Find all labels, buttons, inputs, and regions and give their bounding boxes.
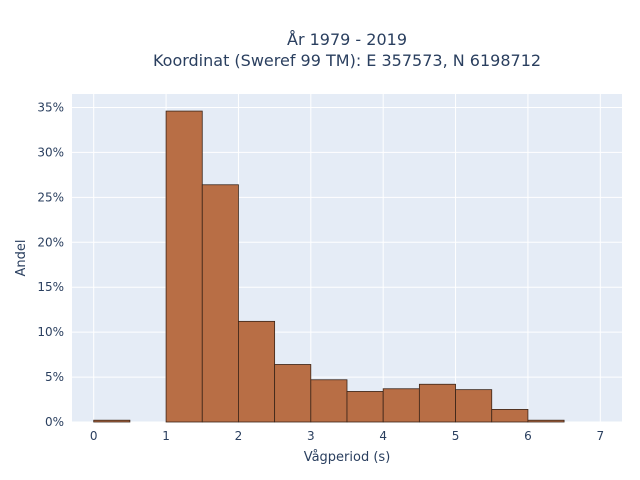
- histogram-bar-7: [346, 391, 384, 423]
- y-tick-label: 15%: [37, 280, 64, 294]
- chart-title-line-1: År 1979 - 2019: [287, 30, 407, 49]
- x-tick-label: 7: [596, 429, 604, 443]
- x-tick-label: 3: [307, 429, 315, 443]
- histogram-bar-4: [238, 320, 276, 423]
- x-tick-label: 4: [379, 429, 387, 443]
- x-tick-label: 5: [452, 429, 460, 443]
- y-tick-label: 25%: [37, 190, 64, 204]
- grid-lines: [72, 94, 622, 423]
- histogram-bar-12: [527, 419, 565, 423]
- histogram-bar-10: [455, 389, 493, 423]
- histogram-bar-11: [491, 409, 529, 423]
- x-tick-label: 6: [524, 429, 532, 443]
- histogram-bar-0: [93, 419, 131, 423]
- histogram-bar-6: [310, 379, 348, 423]
- histogram-bar-5: [274, 364, 312, 423]
- histogram-bar-3: [201, 184, 239, 423]
- y-tick-label: 20%: [37, 235, 64, 249]
- x-tick-label: 0: [90, 429, 98, 443]
- histogram-bar-2: [165, 110, 203, 423]
- chart-title-line-2: Koordinat (Sweref 99 TM): E 357573, N 61…: [153, 51, 541, 70]
- y-tick-label: 10%: [37, 325, 64, 339]
- y-tick-label: 35%: [37, 100, 64, 114]
- x-tick-label: 1: [162, 429, 170, 443]
- plot-area: [72, 94, 622, 422]
- x-tick-label: 2: [235, 429, 243, 443]
- y-tick-label: 5%: [45, 370, 64, 384]
- x-axis-ticks: 0 1 2 3 4 5 6 7: [90, 429, 604, 443]
- y-tick-label: 30%: [37, 145, 64, 159]
- x-axis-title: Vågperiod (s): [304, 450, 391, 465]
- histogram-bar-8: [382, 388, 420, 423]
- y-axis-title: Andel: [14, 240, 29, 277]
- y-tick-label: 0%: [45, 415, 64, 429]
- bars: [93, 110, 565, 423]
- y-axis-ticks: 0% 5% 10% 15% 20% 25% 30% 35%: [37, 100, 64, 429]
- histogram-bar-9: [418, 383, 456, 423]
